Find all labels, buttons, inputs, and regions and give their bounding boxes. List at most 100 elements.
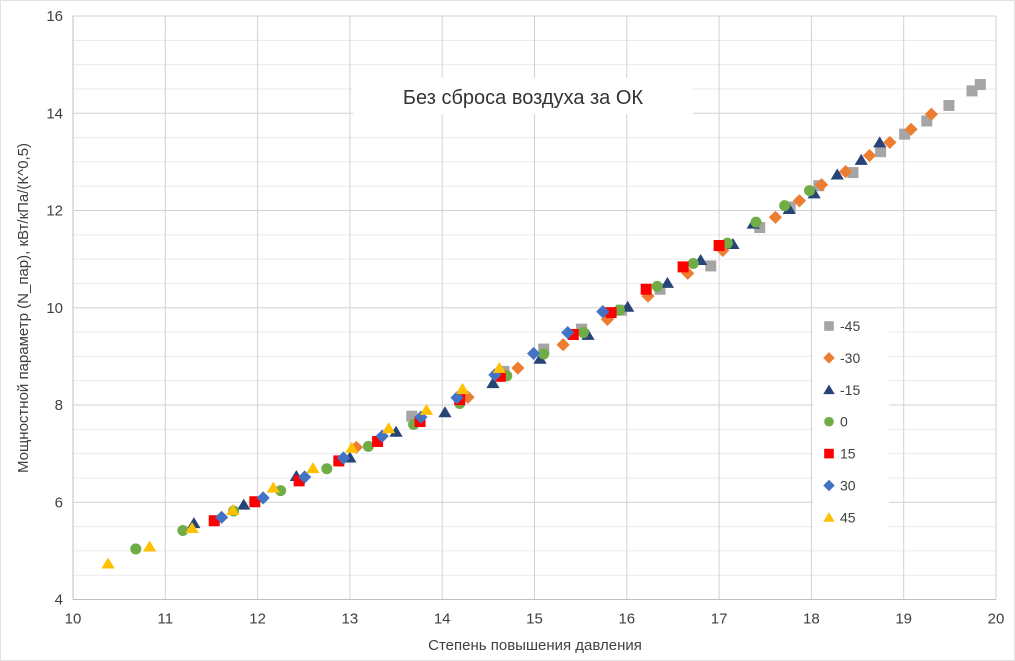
x-tick-label: 16 bbox=[618, 611, 635, 628]
data-point--15 bbox=[854, 153, 868, 165]
data-points bbox=[101, 79, 986, 569]
data-point--45 bbox=[899, 128, 911, 140]
tick-labels: 10 11 12 13 14 15 16 17 18 19 20 4 6 8 10 12 14 16 bbox=[46, 8, 1004, 628]
legend-label: 45 bbox=[840, 509, 856, 525]
data-point-30 bbox=[596, 305, 610, 319]
y-tick-label: 6 bbox=[55, 494, 63, 511]
data-point-0 bbox=[362, 440, 374, 452]
x-tick-label: 20 bbox=[988, 611, 1005, 628]
y-tick-label: 4 bbox=[55, 592, 63, 609]
legend-label: 0 bbox=[840, 414, 848, 430]
data-point-0 bbox=[750, 216, 762, 228]
data-point-45 bbox=[345, 441, 359, 453]
x-tick-label: 11 bbox=[158, 611, 174, 628]
legend-label: 30 bbox=[840, 478, 856, 494]
data-point-30 bbox=[215, 510, 229, 524]
data-point--30 bbox=[681, 266, 695, 280]
data-point--30 bbox=[904, 122, 918, 136]
data-point-30 bbox=[561, 325, 575, 340]
data-point-30 bbox=[526, 346, 541, 361]
data-point--30 bbox=[814, 178, 829, 192]
data-point-0 bbox=[538, 348, 550, 360]
data-point--15 bbox=[486, 377, 500, 389]
legend-label: -15 bbox=[840, 382, 860, 398]
legend-label: 15 bbox=[840, 446, 856, 462]
data-point-0 bbox=[687, 258, 699, 270]
data-point--30 bbox=[838, 165, 853, 179]
y-tick-label: 12 bbox=[46, 203, 63, 220]
data-point-30 bbox=[256, 491, 270, 505]
data-point-15 bbox=[713, 240, 725, 252]
data-point--15 bbox=[830, 168, 844, 180]
data-point-0 bbox=[321, 463, 333, 475]
data-point--30 bbox=[883, 135, 897, 150]
data-point-0 bbox=[577, 327, 589, 339]
data-point--15 bbox=[438, 406, 452, 418]
data-point-15 bbox=[208, 515, 220, 527]
square-legend-icon bbox=[824, 321, 834, 331]
data-point--45 bbox=[406, 410, 418, 422]
data-point-15 bbox=[567, 328, 579, 340]
data-point-45 bbox=[226, 503, 240, 515]
circle-legend-icon bbox=[824, 416, 834, 427]
data-point--30 bbox=[556, 338, 570, 352]
series-0 bbox=[130, 185, 816, 555]
data-point-0 bbox=[613, 304, 625, 316]
data-point-45 bbox=[101, 557, 115, 569]
series-45 bbox=[101, 361, 507, 569]
data-point-0 bbox=[721, 237, 733, 249]
data-point-45 bbox=[382, 422, 396, 434]
x-tick-label: 17 bbox=[711, 611, 728, 628]
data-point--45 bbox=[921, 115, 933, 127]
data-point-30 bbox=[336, 451, 351, 465]
data-point--15 bbox=[533, 352, 547, 364]
legend-item-45: 45 bbox=[823, 509, 856, 525]
data-point-45 bbox=[306, 462, 320, 474]
data-point--45 bbox=[847, 167, 859, 179]
x-tick-label: 15 bbox=[526, 611, 543, 628]
legend-item-15: 15 bbox=[824, 446, 856, 462]
triangle-legend-icon bbox=[823, 512, 835, 522]
data-point--30 bbox=[924, 107, 938, 121]
data-point--45 bbox=[974, 79, 986, 91]
data-point-45 bbox=[143, 540, 157, 552]
square-legend-icon bbox=[824, 448, 834, 459]
data-point--30 bbox=[768, 210, 783, 224]
data-point--15 bbox=[389, 425, 403, 437]
data-point-0 bbox=[804, 185, 816, 197]
data-point-45 bbox=[492, 361, 507, 373]
diamond-legend-icon bbox=[823, 479, 835, 492]
legend-label: -30 bbox=[840, 350, 860, 366]
diamond-legend-icon bbox=[823, 352, 835, 364]
data-point-30 bbox=[298, 470, 312, 484]
data-point--30 bbox=[792, 194, 807, 208]
data-point-45 bbox=[419, 403, 434, 415]
data-point--45 bbox=[943, 99, 955, 111]
x-tick-label: 19 bbox=[895, 611, 912, 628]
legend-item--15: -15 bbox=[823, 382, 860, 398]
title-background bbox=[353, 78, 693, 114]
data-point-15 bbox=[640, 283, 652, 295]
x-tick-label: 13 bbox=[342, 611, 359, 628]
data-point-45 bbox=[455, 382, 470, 394]
data-point--45 bbox=[754, 222, 766, 234]
data-point-15 bbox=[677, 261, 689, 273]
data-point-0 bbox=[177, 524, 189, 536]
data-point--30 bbox=[600, 312, 615, 327]
data-point-0 bbox=[130, 543, 142, 555]
data-point-30 bbox=[488, 368, 502, 382]
data-point--45 bbox=[875, 146, 887, 158]
data-point-0 bbox=[275, 485, 287, 497]
data-point--45 bbox=[705, 260, 717, 272]
legend: -45 -30 -15 0 15 30 45 bbox=[813, 312, 889, 530]
x-tick-label: 12 bbox=[249, 611, 266, 628]
chart-title: Без сброса воздуха за ОК bbox=[403, 87, 643, 109]
data-point-0 bbox=[779, 200, 791, 212]
data-point--30 bbox=[511, 361, 525, 375]
x-tick-label: 10 bbox=[65, 611, 82, 628]
data-point--30 bbox=[862, 148, 877, 163]
gridlines bbox=[72, 15, 997, 600]
legend-item-30: 30 bbox=[823, 478, 856, 494]
